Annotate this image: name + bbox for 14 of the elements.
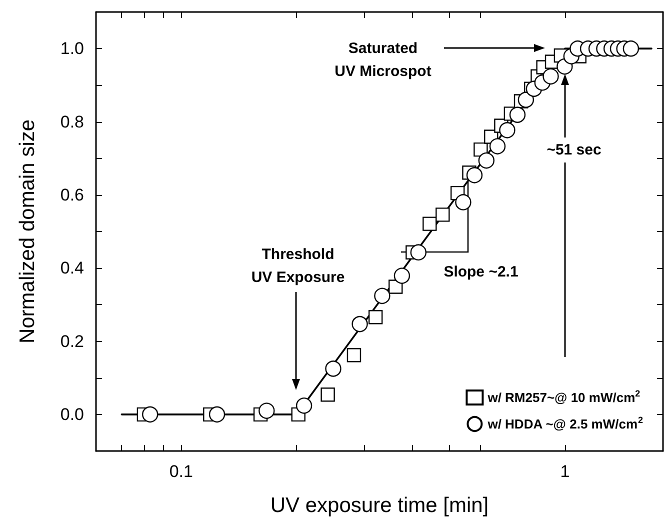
y-tick-label: 0.0 [60,404,84,424]
x-axis-title: UV exposure time [min] [270,494,489,517]
annotation: Saturated UV Microspot [334,40,432,80]
y-tick-label: 0.4 [60,258,84,278]
y-axis-title: Normalized domain size [16,119,39,344]
y-tick-label: 1.0 [60,39,84,58]
y-tick-label: 0.6 [60,185,84,204]
annotation: Threshold UV Exposure [251,246,345,286]
annotation: Slope ~2.1 [444,264,518,280]
x-tick-label: 0.1 [169,462,193,481]
annotation: ~51 sec [546,142,602,158]
y-tick-label: 0.8 [60,112,84,132]
x-tick-label: 1 [560,462,570,481]
y-tick-label: 0.2 [60,332,84,351]
